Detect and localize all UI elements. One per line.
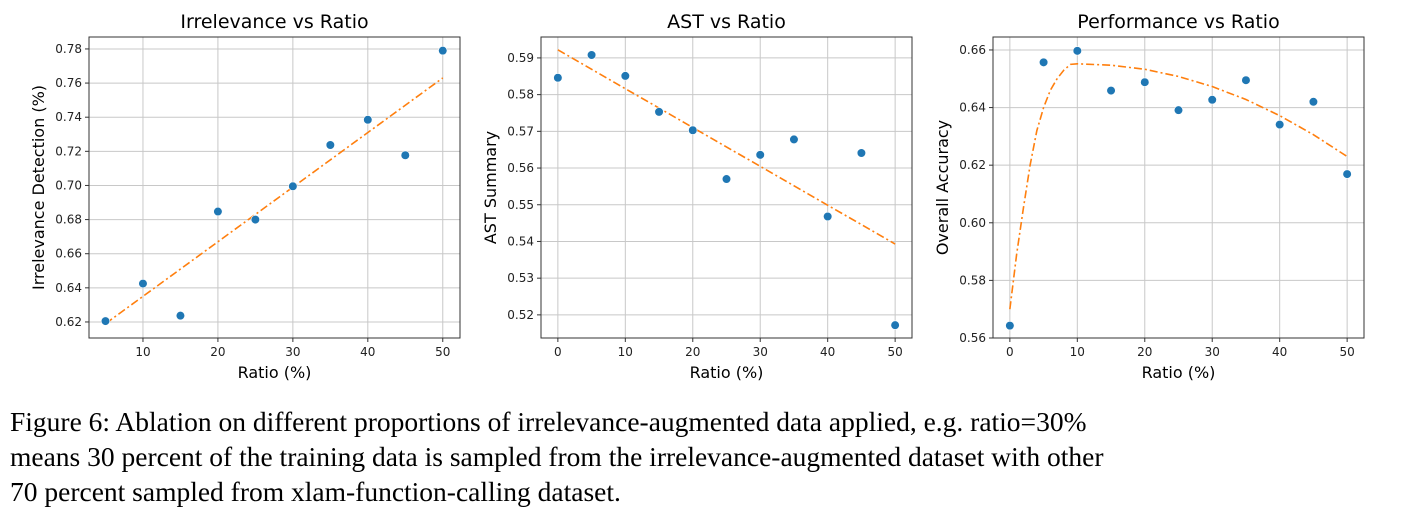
x-axis-label: Ratio (%) <box>238 363 312 382</box>
data-point <box>1241 75 1251 85</box>
y-tick-label: 0.66 <box>55 247 82 261</box>
y-tick-label: 0.64 <box>55 281 82 295</box>
figure-charts: 10 20 30 40 50 0.62 0.64 0.66 0.68 0.70 0.72 0.74 0.… <box>29 11 1365 382</box>
data-point <box>288 181 298 191</box>
y-tick-label: 0.66 <box>959 43 986 57</box>
caption-line-2: means 30 percent of the training data is… <box>10 441 1104 472</box>
data-point <box>856 148 867 158</box>
y-tick-label: 0.74 <box>55 110 82 124</box>
x-tick-label: 0 <box>1006 345 1014 359</box>
x-tick-label: 10 <box>135 345 150 359</box>
chart-title: AST vs Ratio <box>667 11 786 33</box>
x-tick-label: 30 <box>1205 345 1220 359</box>
data-point <box>438 46 448 56</box>
data-point <box>789 134 799 145</box>
chart-3: 0 10 20 30 40 50 0.56 0.58 0.60 0.62 0.64 0.66 Perfo… <box>933 11 1365 382</box>
x-axis-label: Ratio (%) <box>1142 363 1216 382</box>
y-axis-label: Irrelevance Detection (%) <box>29 85 48 290</box>
y-tick-label: 0.64 <box>959 101 986 115</box>
y-tick-label: 0.58 <box>959 273 986 287</box>
x-axis-label: Ratio (%) <box>690 363 764 382</box>
y-tick-label: 0.56 <box>507 161 534 175</box>
chart-1: 10 20 30 40 50 0.62 0.64 0.66 0.68 0.70 0.72 0.74 0.… <box>29 11 461 382</box>
data-point <box>1005 321 1015 331</box>
data-point <box>213 206 223 217</box>
y-axis-label: AST Summary <box>481 131 500 244</box>
plot-frame <box>992 36 1365 339</box>
chart-title: Irrelevance vs Ratio <box>180 11 368 33</box>
data-point <box>1308 97 1319 107</box>
chart-2: 0 10 20 30 40 50 0.52 0.53 0.54 0.55 0.56 0.57 0.58 0… <box>481 11 913 382</box>
x-tick-label: 50 <box>1339 345 1354 359</box>
data-point <box>250 214 260 225</box>
fit-line <box>557 49 896 245</box>
data-point <box>325 140 335 150</box>
data-point <box>1140 77 1150 87</box>
x-tick-label: 20 <box>685 345 700 359</box>
y-tick-label: 0.60 <box>959 216 986 230</box>
data-point <box>363 115 373 125</box>
plot-frame <box>540 36 913 339</box>
y-tick-label: 0.59 <box>507 51 534 65</box>
y-tick-label: 0.52 <box>507 308 534 322</box>
data-point <box>1207 95 1217 105</box>
x-tick-label: 10 <box>1070 345 1085 359</box>
data-point <box>688 125 698 135</box>
data-point <box>138 278 148 289</box>
y-tick-label: 0.76 <box>55 76 82 90</box>
x-tick-label: 20 <box>210 345 225 359</box>
data-point <box>1342 169 1352 179</box>
y-tick-label: 0.62 <box>55 315 82 329</box>
x-tick-label: 40 <box>1272 345 1287 359</box>
y-axis-label: Overall Accuracy <box>933 120 952 255</box>
x-tick-label: 0 <box>554 345 562 359</box>
data-point <box>823 211 833 222</box>
fit-line <box>105 77 444 325</box>
caption-line-1: Figure 6: Ablation on different proporti… <box>10 406 1087 437</box>
caption-line-3: 70 percent sampled from xlam-function-ca… <box>10 476 621 507</box>
x-tick-label: 50 <box>435 345 450 359</box>
y-tick-label: 0.54 <box>507 234 534 248</box>
data-point <box>890 320 900 330</box>
y-tick-label: 0.56 <box>959 331 986 345</box>
data-point <box>1106 85 1116 96</box>
data-point <box>620 71 630 81</box>
y-tick-label: 0.78 <box>55 42 82 56</box>
x-tick-label: 30 <box>753 345 768 359</box>
data-point <box>400 150 410 160</box>
chart-title: Performance vs Ratio <box>1077 11 1279 33</box>
data-point <box>586 50 597 60</box>
y-tick-label: 0.68 <box>55 213 82 227</box>
x-tick-label: 40 <box>360 345 375 359</box>
data-point <box>1275 119 1285 130</box>
fit-line <box>1009 62 1348 310</box>
data-point <box>755 150 765 160</box>
y-tick-label: 0.58 <box>507 88 534 102</box>
x-tick-label: 50 <box>887 345 902 359</box>
y-tick-label: 0.70 <box>55 178 82 192</box>
x-tick-label: 10 <box>618 345 633 359</box>
plot-frame <box>88 36 461 339</box>
y-tick-label: 0.62 <box>959 158 986 172</box>
figure-caption: Figure 6: Ablation on different proporti… <box>10 404 1402 509</box>
y-tick-label: 0.55 <box>507 198 534 212</box>
y-tick-label: 0.53 <box>507 271 534 285</box>
data-point <box>100 316 111 326</box>
data-point <box>721 174 732 184</box>
data-point <box>553 73 563 83</box>
data-point <box>654 107 664 117</box>
data-point <box>1038 57 1049 67</box>
x-tick-label: 20 <box>1137 345 1152 359</box>
data-point <box>1173 105 1184 115</box>
data-point <box>175 311 186 321</box>
y-tick-label: 0.57 <box>507 124 534 138</box>
y-tick-label: 0.72 <box>55 144 82 158</box>
x-tick-label: 30 <box>285 345 300 359</box>
data-point <box>1072 46 1082 56</box>
x-tick-label: 40 <box>820 345 835 359</box>
